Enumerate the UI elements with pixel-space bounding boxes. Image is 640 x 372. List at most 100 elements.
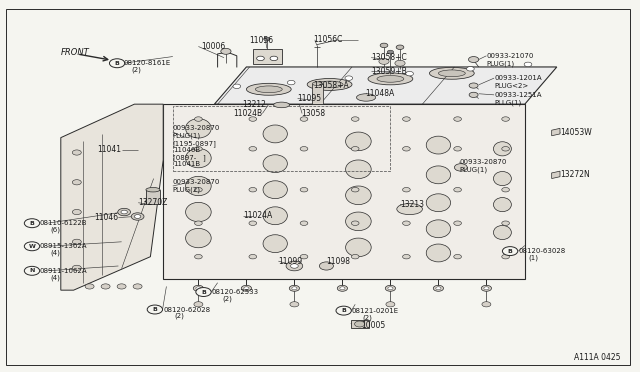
Circle shape: [24, 242, 40, 251]
Ellipse shape: [186, 202, 211, 222]
Text: 00933-20870: 00933-20870: [173, 179, 220, 185]
Text: 11056C: 11056C: [314, 35, 343, 44]
Circle shape: [351, 147, 359, 151]
Text: 08911-1062A: 08911-1062A: [40, 268, 87, 274]
Circle shape: [195, 117, 202, 121]
Text: 00933-1201A: 00933-1201A: [494, 75, 541, 81]
Text: 13270Z: 13270Z: [138, 198, 168, 207]
Text: 08120-62028: 08120-62028: [163, 307, 211, 312]
Circle shape: [85, 284, 94, 289]
Circle shape: [24, 219, 40, 228]
Circle shape: [351, 221, 359, 225]
Text: 11056: 11056: [250, 36, 274, 45]
Ellipse shape: [346, 132, 371, 151]
Ellipse shape: [397, 203, 422, 215]
Text: 14053W: 14053W: [560, 128, 592, 137]
Circle shape: [502, 147, 509, 151]
Circle shape: [403, 117, 410, 121]
Text: PLUG(2): PLUG(2): [173, 186, 201, 193]
Circle shape: [387, 50, 394, 54]
Circle shape: [454, 164, 467, 171]
Text: 13213: 13213: [400, 200, 424, 209]
Circle shape: [403, 147, 410, 151]
Circle shape: [469, 92, 478, 97]
Circle shape: [193, 285, 204, 291]
Circle shape: [221, 48, 231, 54]
Text: 13058+A: 13058+A: [314, 81, 349, 90]
Bar: [312, 84, 323, 104]
Circle shape: [502, 187, 509, 192]
Circle shape: [340, 287, 345, 290]
Ellipse shape: [426, 136, 451, 154]
Circle shape: [24, 266, 40, 275]
Text: 00933-20870: 00933-20870: [460, 159, 507, 165]
Text: 10006: 10006: [202, 42, 226, 51]
Ellipse shape: [493, 171, 511, 186]
Text: B: B: [201, 289, 206, 295]
Text: (2): (2): [362, 314, 372, 321]
Text: PLUG(1): PLUG(1): [486, 61, 515, 67]
Circle shape: [454, 254, 461, 259]
Text: 08120-8161E: 08120-8161E: [124, 60, 171, 66]
Text: A111A 0425: A111A 0425: [574, 353, 621, 362]
Polygon shape: [61, 104, 163, 290]
Circle shape: [380, 43, 388, 48]
Ellipse shape: [263, 235, 287, 253]
Ellipse shape: [426, 220, 451, 238]
Circle shape: [300, 187, 308, 192]
Ellipse shape: [346, 238, 371, 257]
Ellipse shape: [426, 166, 451, 184]
Circle shape: [467, 67, 474, 71]
Circle shape: [388, 287, 393, 290]
Circle shape: [195, 221, 202, 225]
Circle shape: [406, 71, 413, 76]
Circle shape: [395, 60, 405, 66]
Circle shape: [147, 305, 163, 314]
Text: 11099: 11099: [278, 257, 303, 266]
Ellipse shape: [356, 94, 376, 101]
Circle shape: [290, 302, 299, 307]
Circle shape: [195, 254, 202, 259]
Text: (1): (1): [529, 254, 539, 261]
Text: B: B: [115, 61, 120, 66]
Text: 11041: 11041: [97, 145, 122, 154]
Ellipse shape: [263, 181, 287, 199]
Text: 13058: 13058: [301, 109, 325, 118]
Circle shape: [502, 117, 509, 121]
Text: 11095: 11095: [298, 94, 322, 103]
Text: 11041B: 11041B: [173, 161, 200, 167]
Text: (2): (2): [131, 67, 141, 73]
Circle shape: [196, 287, 201, 290]
Circle shape: [454, 117, 461, 121]
Ellipse shape: [263, 155, 287, 173]
Ellipse shape: [493, 198, 511, 212]
Text: 11046: 11046: [94, 213, 118, 222]
Polygon shape: [214, 67, 557, 104]
Text: (2): (2): [174, 313, 184, 320]
Circle shape: [117, 284, 126, 289]
Ellipse shape: [186, 119, 211, 138]
Circle shape: [454, 221, 461, 225]
Circle shape: [524, 62, 532, 67]
Circle shape: [194, 302, 203, 307]
Text: 10005: 10005: [362, 321, 386, 330]
Circle shape: [502, 254, 509, 259]
Ellipse shape: [493, 225, 511, 240]
Text: 11024A: 11024A: [243, 211, 273, 220]
Text: 08120-62533: 08120-62533: [211, 289, 259, 295]
Circle shape: [502, 221, 509, 225]
Text: 11046B: 11046B: [173, 147, 200, 153]
Ellipse shape: [186, 176, 211, 196]
Circle shape: [469, 83, 478, 88]
Circle shape: [351, 187, 359, 192]
Polygon shape: [552, 128, 560, 136]
Text: W: W: [29, 244, 35, 249]
Circle shape: [386, 302, 395, 307]
Ellipse shape: [438, 70, 465, 77]
Polygon shape: [552, 171, 560, 179]
Bar: [173, 106, 390, 171]
Circle shape: [233, 84, 241, 89]
Circle shape: [291, 264, 298, 268]
Ellipse shape: [186, 228, 211, 248]
Circle shape: [502, 247, 518, 256]
